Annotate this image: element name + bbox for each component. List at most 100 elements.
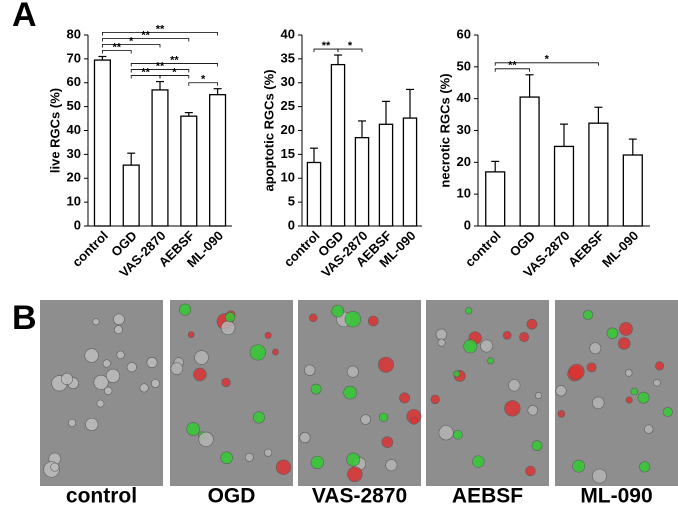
bar <box>209 94 227 227</box>
micrograph <box>426 300 549 486</box>
x-tick-label: AEBSF <box>565 228 607 270</box>
y-tick-label: 20 <box>281 122 295 137</box>
cell <box>346 452 361 467</box>
cell <box>249 344 266 361</box>
y-tick-label: 30 <box>67 146 81 161</box>
x-tick-label: ML-090 <box>599 228 641 270</box>
cell <box>104 386 113 395</box>
y-tick-label: 5 <box>288 194 295 209</box>
cell <box>344 310 362 328</box>
bar <box>485 171 506 227</box>
significance-label: ** <box>141 66 150 78</box>
cell <box>139 383 149 393</box>
y-tick-label: 40 <box>67 122 81 137</box>
y-tick-label: 0 <box>288 217 295 232</box>
bar <box>330 63 346 227</box>
cell <box>487 357 494 365</box>
cell <box>644 424 654 434</box>
y-tick-label: 10 <box>281 170 295 185</box>
cell <box>592 396 605 409</box>
cell <box>385 459 398 472</box>
x-tick-label: control <box>462 228 504 270</box>
cell <box>93 374 109 390</box>
cell <box>187 331 195 338</box>
cell <box>399 392 410 404</box>
y-tick-label: 10 <box>457 186 471 201</box>
cell <box>310 455 324 470</box>
cell <box>463 339 478 354</box>
cell <box>630 387 639 396</box>
cell <box>453 370 461 378</box>
x-tick-label: OGD <box>507 228 539 260</box>
significance-bracket <box>188 82 218 86</box>
cell <box>430 394 440 405</box>
cell <box>304 364 316 376</box>
image-label: AEBSF <box>452 485 523 507</box>
cell <box>225 312 236 323</box>
cell <box>126 362 137 373</box>
y-axis-title: necrotic RGCs (%) <box>437 73 452 187</box>
y-tick-label: 15 <box>281 146 295 161</box>
cell <box>92 318 100 326</box>
cell <box>519 332 530 343</box>
y-tick-label: 40 <box>281 26 295 41</box>
cell <box>102 359 111 368</box>
significance-label: ** <box>156 60 165 72</box>
cell <box>572 459 586 473</box>
y-tick-label: 35 <box>281 50 295 65</box>
cell <box>592 468 607 484</box>
significance-label: ** <box>156 23 165 35</box>
significance-bracket <box>494 68 530 72</box>
significance-bracket <box>337 48 363 53</box>
cell <box>252 411 266 424</box>
x-tick-label: control <box>69 228 111 270</box>
cell <box>179 303 192 316</box>
cell <box>472 455 485 468</box>
y-tick-label: 40 <box>457 90 471 105</box>
cell <box>378 412 389 422</box>
cell <box>589 342 602 355</box>
cell <box>624 369 633 377</box>
cell <box>568 363 585 380</box>
cell <box>114 325 123 335</box>
cell <box>198 431 214 447</box>
micrograph <box>170 300 293 486</box>
cell <box>60 372 74 385</box>
cell <box>113 313 125 326</box>
y-tick-label: 10 <box>67 194 81 209</box>
significance-label: ** <box>170 54 179 66</box>
bar <box>519 96 540 227</box>
cell <box>346 365 359 378</box>
micrograph <box>40 300 163 486</box>
cell <box>535 392 542 399</box>
y-tick-label: 50 <box>67 98 81 113</box>
cell <box>557 410 566 418</box>
cell <box>586 362 597 373</box>
image-label: ML-090 <box>580 485 652 507</box>
cell <box>502 331 512 340</box>
cell <box>310 383 322 395</box>
y-tick-label: 50 <box>457 58 471 73</box>
cell <box>150 379 160 389</box>
cell <box>68 418 77 428</box>
bar <box>622 154 643 227</box>
significance-bracket <box>102 32 218 36</box>
cell <box>625 396 633 404</box>
bar <box>402 117 418 227</box>
micrograph <box>555 300 678 486</box>
image-label: OGD <box>208 485 256 507</box>
image-label: control <box>66 485 137 507</box>
cell <box>272 348 279 356</box>
cell <box>264 448 273 457</box>
cell <box>555 385 567 397</box>
y-tick-label: 30 <box>457 122 471 137</box>
cell <box>465 307 473 315</box>
cell <box>264 331 272 339</box>
y-tick-label: 0 <box>74 217 81 232</box>
significance-bracket <box>130 69 190 73</box>
cell <box>435 328 448 341</box>
image-label: VAS-2870 <box>312 485 407 507</box>
significance-bracket <box>102 44 161 48</box>
cell <box>220 320 236 336</box>
cell <box>409 416 419 425</box>
